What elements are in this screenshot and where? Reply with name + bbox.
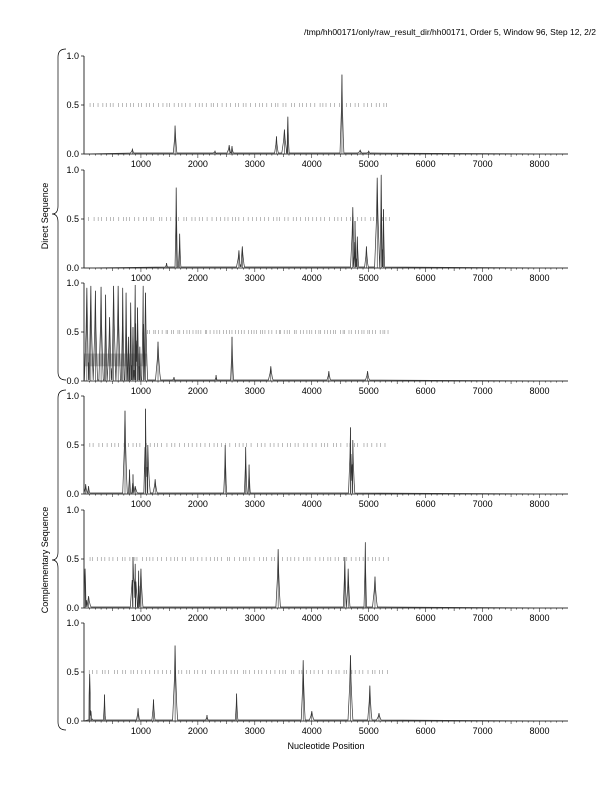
y-tick-label: 0.0 [66, 603, 79, 613]
x-tick-label: 4000 [302, 159, 322, 169]
chart-panel-2: 0.0 0.5 1.0 1000 2000 3000 4000 5000 6000 7000 800… [66, 165, 569, 283]
x-tick-label: 2000 [188, 273, 208, 283]
direct-sequence-group: Direct Sequence [40, 48, 67, 381]
chart-panel-4: 0.0 0.5 1.0 1000 2000 3000 4000 5000 6000 7000 800… [66, 391, 569, 509]
complementary-sequence-group: Complementary Sequence [40, 389, 67, 731]
chart-panel-1: 0.0 0.5 1.0 1000 2000 3000 4000 5000 6000 7000 800… [66, 51, 569, 169]
x-tick-label: 8000 [530, 273, 550, 283]
x-tick-label: 6000 [416, 273, 436, 283]
x-tick-label: 8000 [530, 499, 550, 509]
y-tick-label: 0.0 [66, 716, 79, 726]
score-line [83, 74, 569, 155]
x-tick-label: 4000 [302, 273, 322, 283]
x-tick-label: 7000 [473, 159, 493, 169]
x-tick-label: 3000 [245, 726, 265, 736]
x-tick-label: 7000 [473, 613, 493, 623]
x-tick-label: 6000 [416, 499, 436, 509]
direct-sequence-label: Direct Sequence [40, 183, 50, 250]
y-tick-label: 1.0 [66, 391, 79, 401]
x-tick-label: 5000 [359, 386, 379, 396]
y-tick-label: 0.0 [66, 489, 79, 499]
figure-header: /tmp/hh00171/only/raw_result_dir/hh00171… [304, 27, 596, 37]
score-line [83, 542, 569, 609]
chart-panels: 0.0 0.5 1.0 1000 2000 3000 4000 5000 6000 7000 800… [66, 51, 569, 736]
x-tick-label: 1000 [131, 613, 151, 623]
score-line [83, 174, 569, 269]
x-tick-label: 6000 [416, 159, 436, 169]
y-tick-label: 1.0 [66, 51, 79, 61]
x-tick-label: 3000 [245, 159, 265, 169]
y-tick-label: 0.0 [66, 263, 79, 273]
x-tick-label: 5000 [359, 159, 379, 169]
x-tick-label: 8000 [530, 726, 550, 736]
complementary-sequence-label: Complementary Sequence [40, 507, 50, 614]
x-tick-label: 1000 [131, 273, 151, 283]
x-tick-label: 6000 [416, 613, 436, 623]
y-tick-label: 1.0 [66, 618, 79, 628]
direct-sequence-brace [51, 48, 67, 381]
x-tick-label: 3000 [245, 386, 265, 396]
score-line [83, 408, 569, 495]
x-tick-label: 7000 [473, 499, 493, 509]
x-tick-label: 1000 [131, 726, 151, 736]
y-tick-label: 1.0 [66, 505, 79, 515]
score-line [83, 645, 569, 722]
x-tick-label: 2000 [188, 159, 208, 169]
y-tick-label: 0.0 [66, 149, 79, 159]
x-tick-label: 1000 [131, 386, 151, 396]
x-tick-label: 2000 [188, 499, 208, 509]
x-tick-label: 4000 [302, 499, 322, 509]
x-tick-label: 4000 [302, 726, 322, 736]
chart-panel-6: 0.0 0.5 1.0 1000 2000 3000 4000 5000 6000 7000 800… [66, 618, 569, 736]
x-tick-label: 3000 [245, 613, 265, 623]
x-tick-label: 8000 [530, 613, 550, 623]
x-tick-label: 5000 [359, 726, 379, 736]
x-tick-label: 5000 [359, 613, 379, 623]
y-tick-label: 0.5 [66, 440, 79, 450]
x-tick-label: 7000 [473, 273, 493, 283]
x-tick-label: 5000 [359, 273, 379, 283]
x-tick-label: 7000 [473, 726, 493, 736]
x-tick-label: 7000 [473, 386, 493, 396]
x-tick-label: 8000 [530, 159, 550, 169]
x-tick-label: 2000 [188, 613, 208, 623]
x-tick-label: 1000 [131, 159, 151, 169]
y-tick-label: 0.5 [66, 554, 79, 564]
x-tick-label: 3000 [245, 499, 265, 509]
x-tick-label: 3000 [245, 273, 265, 283]
x-tick-label: 8000 [530, 386, 550, 396]
chart-panel-3: 0.0 0.5 1.0 1000 2000 3000 4000 5000 6000 7000 800… [66, 278, 569, 396]
y-tick-label: 0.5 [66, 327, 79, 337]
x-tick-label: 2000 [188, 726, 208, 736]
x-tick-label: 4000 [302, 613, 322, 623]
x-tick-label: 6000 [416, 386, 436, 396]
x-tick-label: 4000 [302, 386, 322, 396]
y-tick-label: 0.0 [66, 376, 79, 386]
x-tick-label: 6000 [416, 726, 436, 736]
chart-panel-5: 0.0 0.5 1.0 1000 2000 3000 4000 5000 6000 7000 800… [66, 505, 569, 623]
y-tick-label: 0.5 [66, 667, 79, 677]
y-tick-label: 1.0 [66, 165, 79, 175]
score-line [83, 284, 569, 382]
x-tick-label: 2000 [188, 386, 208, 396]
x-tick-label: 5000 [359, 499, 379, 509]
x-tick-label: 1000 [131, 499, 151, 509]
y-tick-label: 0.5 [66, 100, 79, 110]
y-tick-label: 0.5 [66, 214, 79, 224]
complementary-sequence-brace [51, 389, 67, 731]
y-tick-label: 1.0 [66, 278, 79, 288]
x-axis-title: Nucleotide Position [287, 741, 364, 751]
